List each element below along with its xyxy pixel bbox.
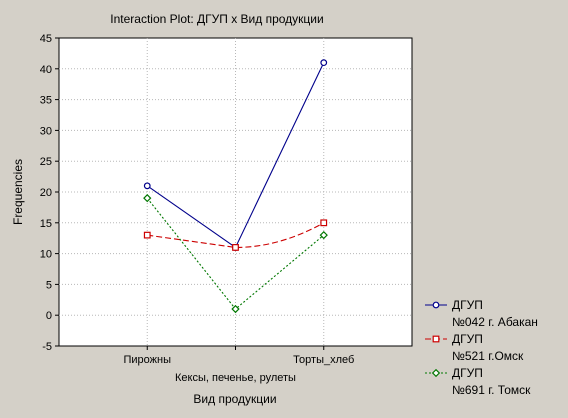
legend-entry-subname: №521 г.Омск [452,349,524,363]
y-tick-label: 5 [46,279,52,291]
chart-title: Interaction Plot: ДГУП x Вид продукции [110,12,323,26]
legend: ДГУП №042 г. Абакан ДГУП №521 г.Омск ДГУП №69… [425,298,538,397]
series-markers [143,59,328,314]
y-tick-label: 25 [40,156,52,168]
legend-entry-name: ДГУП [452,332,483,346]
x-axis-label: Вид продукции [193,392,276,406]
legend-entry-name: ДГУП [452,298,483,312]
y-tick-label: 35 [40,95,52,107]
y-tick-label: 0 [46,310,52,322]
data-point-marker [232,244,239,251]
x-tick-label: Пирожны [123,354,171,366]
data-point-marker [320,219,328,227]
data-point-marker [320,59,328,67]
y-tick-label: 40 [40,64,52,76]
data-point-marker [143,231,151,239]
legend-entry-subname: №042 г. Абакан [452,315,538,329]
data-point-marker [431,368,441,378]
data-point-marker [319,230,328,240]
y-axis-label: Frequencies [11,159,25,225]
data-point-marker [143,194,152,203]
y-tick-label: -5 [42,341,52,353]
data-point-marker [432,335,440,343]
legend-entry-name: ДГУП [452,366,483,380]
grid-lines [59,38,412,346]
x-tick-label: Торты_хлеб [293,354,354,366]
data-point-marker [432,301,440,309]
y-tick-label: 30 [40,125,52,137]
legend-entry-subname: №691 г. Томск [452,383,531,397]
y-tick-label: 10 [40,249,52,261]
x-tick-label: Кексы, печенье, рулеты [175,372,296,384]
axes: -5 0 5 10 15 20 25 30 35 40 45 Пирожны Кексы, печень… [40,33,355,384]
y-tick-label: 45 [40,33,52,45]
y-tick-label: 15 [40,218,52,230]
data-point-marker [231,304,240,314]
y-tick-label: 20 [40,187,52,199]
data-point-marker [143,182,151,190]
